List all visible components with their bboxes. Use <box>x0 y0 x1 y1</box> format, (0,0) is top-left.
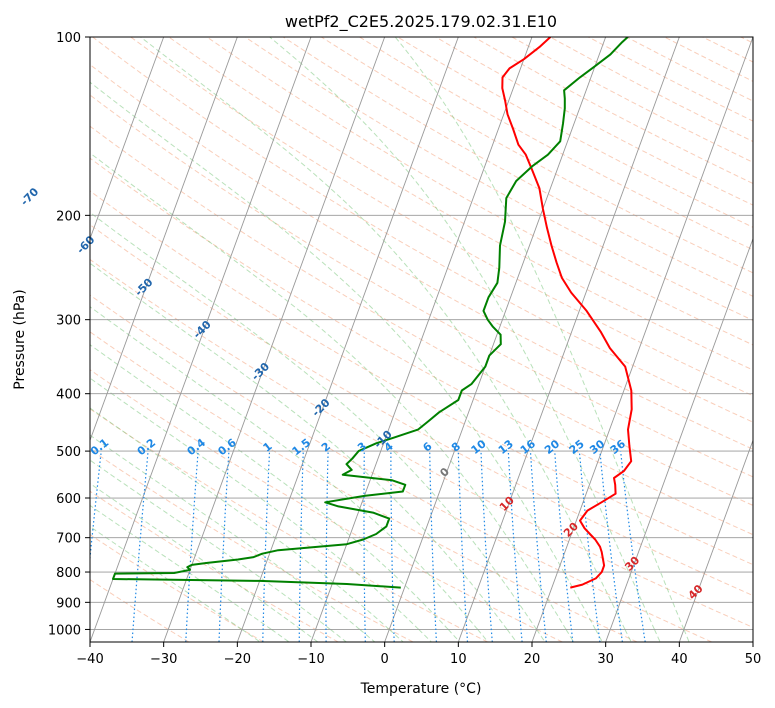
isotherm-line <box>531 37 753 642</box>
dry-adiabat-line <box>90 534 264 642</box>
dry-adiabat-line <box>282 37 753 297</box>
mixing-ratio-line <box>90 451 102 564</box>
mixing-ratio-line <box>620 451 646 642</box>
x-tick-label: −30 <box>150 652 177 667</box>
dry-adiabat-line <box>90 258 753 628</box>
x-axis-title: Temperature (°C) <box>360 681 482 697</box>
moist-adiabat-line <box>90 482 319 642</box>
moist-adiabat-line <box>394 37 690 642</box>
mixing-ratio-line <box>131 451 149 642</box>
isotherm-line <box>384 37 607 642</box>
mixing-ratio-line <box>529 451 547 642</box>
dry-adiabat-line <box>90 224 753 597</box>
dry-adiabat-line <box>90 125 753 506</box>
isotherm-line <box>678 439 753 642</box>
x-tick-label: 50 <box>745 652 762 667</box>
x-tick-label: 10 <box>450 652 467 667</box>
dry-adiabat-line <box>90 369 563 642</box>
dewpoint-profile-line <box>112 37 629 589</box>
moist-adiabat-line <box>90 306 489 642</box>
moist-adiabat-line <box>90 504 290 642</box>
moist-adiabat-line <box>140 37 632 642</box>
moist-adiabat-line <box>90 152 575 642</box>
y-tick-label: 800 <box>56 566 81 581</box>
moist-adiabat-line <box>90 407 404 642</box>
moist-adiabat-line <box>90 344 461 642</box>
x-tick-label: 20 <box>524 652 541 667</box>
background-lines <box>90 37 753 642</box>
y-tick-label: 200 <box>56 209 81 224</box>
y-tick-label: 600 <box>56 492 81 507</box>
x-tick-label: −40 <box>76 652 103 667</box>
y-axis-title: Pressure (hPa) <box>12 289 28 389</box>
isotherm-line <box>90 37 165 240</box>
x-tick-label: 40 <box>671 652 688 667</box>
x-tick-label: −10 <box>297 652 324 667</box>
dry-adiabat-line <box>90 64 753 450</box>
dry-adiabat-line <box>90 94 753 478</box>
mixing-ratio-line <box>507 451 523 642</box>
y-tick-label: 300 <box>56 314 81 329</box>
isotherm-line <box>236 37 459 642</box>
moist-adiabat-line <box>90 262 518 642</box>
moist-adiabat-line <box>90 459 348 642</box>
chart-title: wetPf2_C2E5.2025.179.02.31.E10 <box>285 12 557 32</box>
dry-adiabat-line <box>90 408 488 642</box>
x-axis: −40 −30 −20 −10 0 10 20 30 40 50 <box>76 642 761 667</box>
isotherm-line <box>457 37 680 642</box>
y-tick-label: 700 <box>56 532 81 547</box>
isotherm-line <box>90 37 238 442</box>
line-labels: 0.10.20.40.611.52346810131620253036-100-… <box>18 185 706 602</box>
mixing-ratio-line <box>554 451 574 642</box>
dry-adiabat-line <box>92 37 753 423</box>
plot-frame <box>89 36 754 643</box>
y-tick-label: 900 <box>56 596 81 611</box>
profile-lines <box>112 37 633 589</box>
mixing-ratio-line <box>599 451 623 642</box>
mixing-ratio-line <box>578 451 601 642</box>
x-tick-label: −20 <box>224 652 251 667</box>
dry-adiabat-line <box>90 157 753 536</box>
x-tick-label: 30 <box>597 652 614 667</box>
isotherm-line <box>90 37 312 642</box>
isotherm-line <box>310 37 533 642</box>
moist-adiabat-line <box>90 81 603 642</box>
isotherm-line <box>605 237 753 642</box>
moist-adiabat-line <box>90 434 376 642</box>
moist-adiabat-line <box>269 37 661 642</box>
isotherm-line <box>163 37 386 642</box>
y-axis: 100 200 300 400 500 600 700 800 900 1000 <box>48 31 90 638</box>
plot-area: 0.10.20.40.611.52346810131620253036-100-… <box>18 36 754 643</box>
dry-adiabat-line <box>90 190 753 566</box>
y-tick-label: 500 <box>56 445 81 460</box>
temperature-profile-line <box>501 37 633 589</box>
y-tick-label: 100 <box>56 31 81 46</box>
y-tick-label: 400 <box>56 388 81 403</box>
dry-adiabat-line <box>130 37 753 397</box>
y-tick-label: 1000 <box>48 623 81 638</box>
x-tick-label: 0 <box>381 652 389 667</box>
moist-adiabat-line <box>90 377 433 642</box>
dry-adiabat-line <box>90 294 712 642</box>
moist-adiabat-line <box>90 211 546 642</box>
